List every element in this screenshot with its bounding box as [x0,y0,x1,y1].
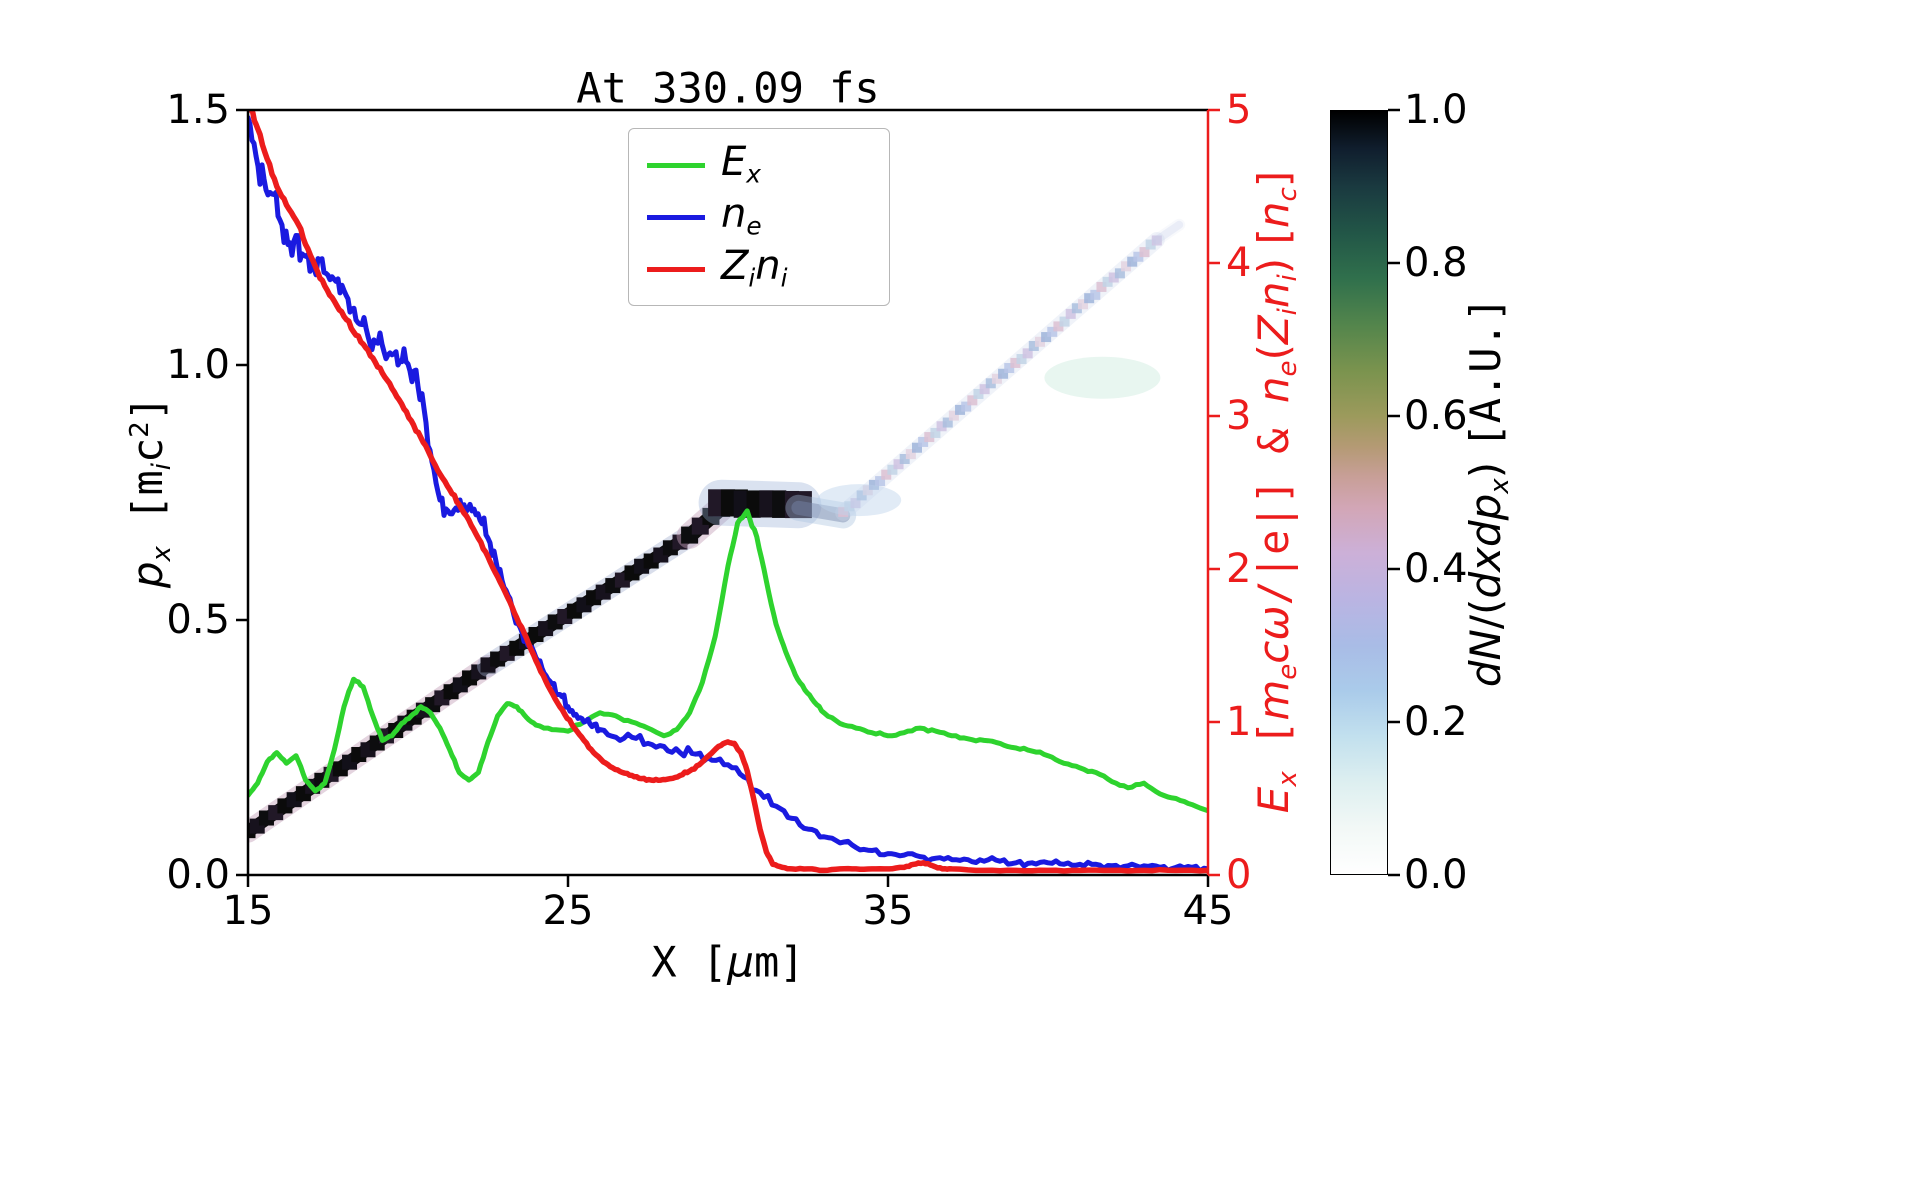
label-part: x [1484,478,1515,494]
axes-spines [246,108,1210,877]
label-part: p [123,561,173,589]
left-tick-label: 1.5 [166,87,230,133]
left-tick-label: 0.0 [166,852,230,898]
colorbar-tick-label: 0.0 [1404,852,1468,898]
series-line-Zini [248,110,1208,874]
legend-swatch-Zini [647,266,705,272]
legend-item-Zini: Zini [629,243,889,295]
label-part: ) [1461,448,1511,479]
label-part: e [1272,360,1303,377]
tick-marks [236,108,1400,887]
label-part: x [746,159,761,189]
legend-swatch-Ex [647,162,705,168]
label-part: [m [123,470,173,547]
label-part: [ [1249,720,1299,772]
label-part: /( [1461,598,1511,630]
right-tick-label: 5 [1226,87,1252,133]
label-part: n [1249,376,1299,404]
label-part: e [746,211,762,241]
right-axis-label: Ex [mecω/|e|] & ne(Zini) [nc] [1249,171,1303,813]
right-tick-label: 2 [1226,546,1252,592]
label-part: m [1249,679,1299,721]
label-part: m] [754,937,805,987]
label-part: c [123,437,173,463]
colorbar-tick-label: 0.8 [1404,240,1468,286]
chart-title: At 330.09 fs [576,63,880,113]
legend-swatch-ne [647,214,705,220]
label-part: E [1249,786,1299,814]
legend-label-Zini: Zini [721,246,788,291]
label-part: n [1249,201,1299,229]
label-part: ] [1249,170,1299,188]
x-tick-label: 25 [542,888,594,934]
label-part: i [780,263,788,293]
legend-label-ne: ne [721,194,762,239]
label-part: i [146,462,177,471]
colorbar [1330,110,1388,875]
label-part: ) [ [1249,228,1299,275]
label-part: x [146,546,177,562]
label-part: E [721,139,747,186]
colorbar-tick-label: 0.6 [1404,393,1468,439]
x-tick-label: 45 [1182,888,1234,934]
series-line-ne [248,115,1208,874]
series-line-Ex [248,508,1208,814]
right-tick-label: 0 [1226,852,1252,898]
label-part: x [1272,771,1303,787]
label-part: 2 [124,421,155,438]
left-axis-label: px [mic2] [123,396,177,588]
right-tick-label: 3 [1226,393,1252,439]
label-part: /|e|] & [1249,403,1299,606]
label-part: n [721,191,747,238]
x-tick-label: 35 [862,888,914,934]
plot-area [248,110,1208,874]
x-axis-label: X [μm] [651,938,804,987]
label-part: e [1272,663,1303,680]
legend-item-Ex: Ex [629,139,889,191]
label-part: i [1272,308,1303,316]
label-part: dxdp [1461,493,1511,599]
label-part: ] [123,395,173,422]
label-part: Z [721,243,749,290]
x-tick-label: 15 [222,888,274,934]
colorbar-tick-label: 0.4 [1404,546,1468,592]
left-tick-label: 1.0 [166,342,230,388]
label-part: i [1272,274,1303,282]
legend: Ex ne Zini [628,128,890,306]
colorbar-tick-label: 0.2 [1404,699,1468,745]
legend-label-Ex: Ex [721,142,761,187]
colorbar-tick-label: 1.0 [1404,87,1468,133]
label-part: n [1249,281,1299,309]
left-tick-label: 0.5 [166,597,230,643]
right-tick-label: 1 [1226,699,1252,745]
right-tick-label: 4 [1226,240,1252,286]
label-part: i [748,263,756,293]
label-part: Z [1249,315,1299,345]
label-part: n [755,243,781,290]
label-part: [A.U.] [1461,296,1511,449]
label-part: μ [727,937,755,987]
label-part: X [ [651,937,728,987]
legend-item-ne: ne [629,191,889,243]
label-part: cω [1249,605,1299,664]
label-part: ( [1249,344,1299,361]
label-part: c [1272,187,1303,202]
phase-space-heatmap [248,218,1186,843]
colorbar-label: dN/(dxdpx) [A.U.] [1461,297,1515,687]
label-part: dN [1461,629,1511,688]
